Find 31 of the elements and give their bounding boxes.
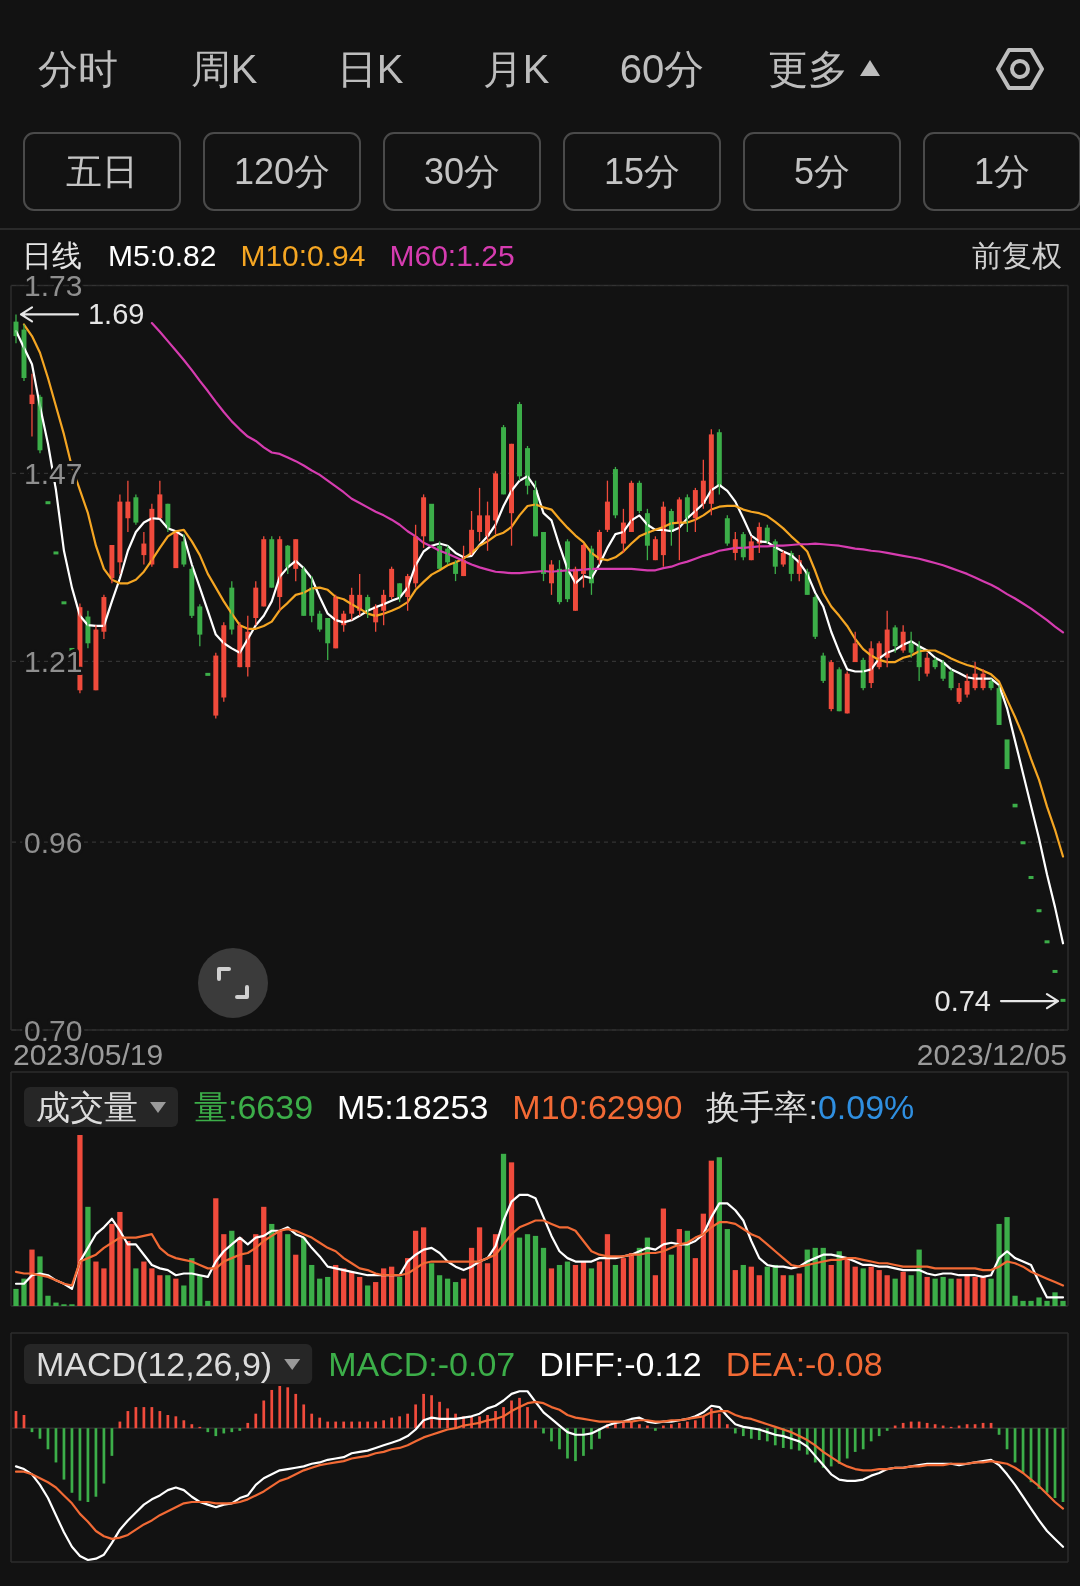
series-label: MACD:-0.07: [328, 1345, 516, 1383]
text: 量:6639: [194, 1088, 314, 1126]
text: 换手率:0.09%: [706, 1088, 915, 1126]
text: 日K: [336, 47, 404, 91]
annotation: 0.74: [934, 985, 991, 1018]
text: 60分: [619, 47, 705, 91]
text: 120分: [233, 151, 331, 192]
text: 分时: [38, 47, 118, 91]
chart-title: 成交量: [36, 1088, 138, 1126]
text: 15分: [603, 151, 681, 192]
annotation: 1.69: [88, 298, 145, 331]
text: 周K: [190, 47, 258, 91]
text: 2023/12/05: [916, 1037, 1067, 1071]
text: 5分: [793, 151, 851, 192]
text: 五日: [66, 151, 138, 192]
chart-title: MACD(12,26,9): [36, 1345, 273, 1383]
y-tick-label: 0.96: [24, 825, 83, 859]
text: 月K: [482, 47, 550, 91]
text: M60:1.25: [389, 238, 515, 272]
text: M10:0.94: [240, 238, 366, 272]
series-label: DIFF:-0.12: [539, 1345, 702, 1383]
chart-title: 日线: [22, 238, 82, 272]
text: M5:18253: [337, 1088, 489, 1126]
y-tick-label: 1.73: [24, 269, 83, 302]
text: 1分: [973, 151, 1031, 192]
text: 更多: [768, 47, 848, 91]
text: 30分: [423, 151, 501, 192]
text: M5:0.82: [108, 238, 217, 272]
series-label: DEA:-0.08: [725, 1345, 883, 1383]
text: M10:62990: [512, 1088, 683, 1126]
text: 前复权: [972, 238, 1062, 272]
